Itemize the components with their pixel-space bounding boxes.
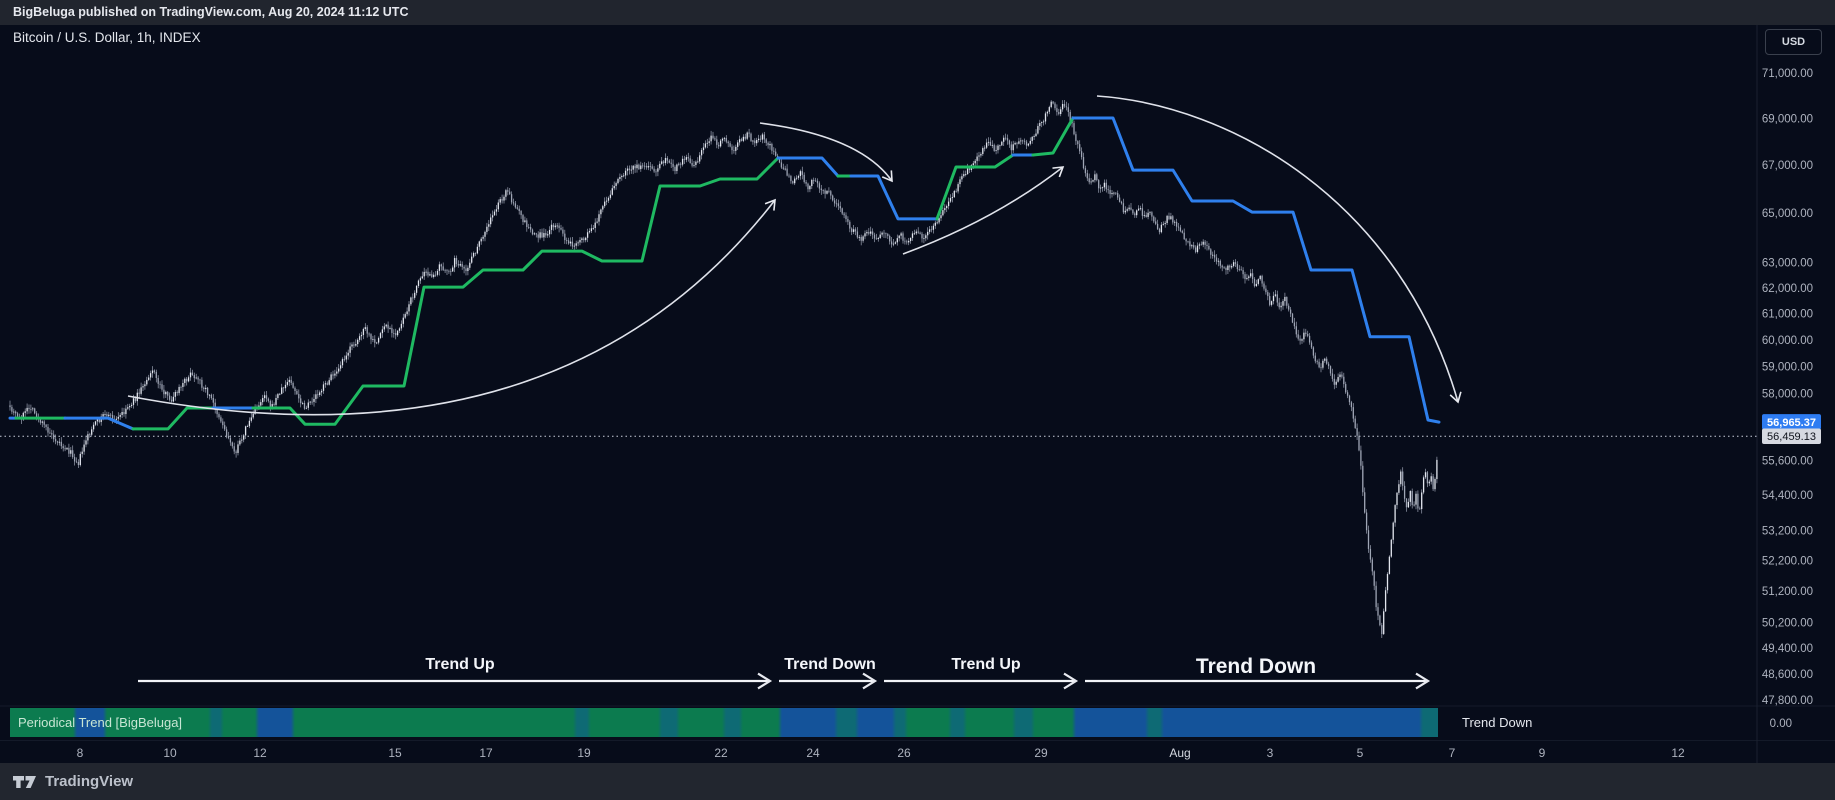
tradingview-logo[interactable]: TradingView: [12, 772, 133, 792]
trend-segment-up: [131, 406, 215, 431]
trend-flow-label: Trend Up: [951, 656, 1021, 673]
price-tick-label: 58,000.00: [1762, 389, 1813, 401]
price-tick-label: 47,800.00: [1762, 695, 1813, 707]
trend-segment-down: [776, 156, 840, 178]
svg-text:56,459.13: 56,459.13: [1767, 431, 1816, 443]
trend-up-arc-1: [127, 198, 776, 416]
time-tick-label: 10: [163, 746, 177, 760]
price-tick-label: 50,200.00: [1762, 617, 1813, 629]
price-axis[interactable]: 71,000.00 69,000.00 67,000.00 65,000.00 63,0…: [1762, 68, 1821, 707]
price-tick-label: 69,000.00: [1762, 113, 1813, 125]
price-tick-label: 51,200.00: [1762, 586, 1813, 598]
time-tick-label: 3: [1267, 746, 1274, 760]
time-tick-label: 26: [897, 746, 911, 760]
price-tick-label: 48,600.00: [1762, 669, 1813, 681]
svg-text:56,965.37: 56,965.37: [1767, 417, 1816, 429]
candlestick-series: [9, 99, 1438, 639]
time-tick-label: 8: [77, 746, 84, 760]
trend-down-arc-2: [1096, 95, 1462, 404]
time-tick-label: 15: [388, 746, 402, 760]
footer-bar: TradingView: [0, 763, 1835, 800]
price-tick-label: 62,000.00: [1762, 283, 1813, 295]
price-tick-label: 67,000.00: [1762, 160, 1813, 172]
attribution-bar: BigBeluga published on TradingView.com, …: [0, 0, 1835, 25]
price-tick-label: 60,000.00: [1762, 335, 1813, 347]
price-tick-label: 65,000.00: [1762, 208, 1813, 220]
trend-segment-down: [1071, 116, 1441, 424]
trend-up-arc-2: [902, 166, 1065, 255]
indicator-value-label: Trend Down: [1462, 715, 1532, 730]
price-tick-label: 54,400.00: [1762, 490, 1813, 502]
time-tick-label: 29: [1034, 746, 1048, 760]
trend-flow-label: Trend Down: [784, 656, 876, 673]
periodical-trend-heatmap: [10, 708, 1438, 737]
currency-toggle-button[interactable]: USD: [1765, 29, 1822, 55]
tradingview-logo-icon: [13, 775, 36, 788]
trend-down-arc-1: [759, 122, 893, 183]
time-tick-label: 12: [253, 746, 267, 760]
trend-flow-arrows: Trend Up Trend Down Trend Up Trend Down: [138, 655, 1431, 690]
trend-segment-up: [935, 153, 1015, 221]
price-tick-label: 71,000.00: [1762, 68, 1813, 80]
price-tick-label: 63,000.00: [1762, 257, 1813, 269]
price-tick-label: 49,400.00: [1762, 643, 1813, 655]
time-tick-label: 22: [714, 746, 728, 760]
periodical-trend-line: [8, 116, 1441, 431]
time-tick-label: 24: [806, 746, 820, 760]
trend-flow-label: Trend Up: [425, 656, 495, 673]
trend-segment-down: [849, 174, 939, 221]
indicator-title[interactable]: Periodical Trend [BigBeluga]: [18, 715, 182, 730]
price-tick-label: 61,000.00: [1762, 309, 1813, 321]
symbol-legend[interactable]: Bitcoin / U.S. Dollar, 1h, INDEX: [13, 30, 201, 45]
indicator-pane: Periodical Trend [BigBeluga] Trend Down 0.…: [10, 708, 1792, 737]
trend-segment-up: [1031, 116, 1075, 157]
time-tick-label: 12: [1671, 746, 1685, 760]
pane-dividers: [0, 25, 1835, 763]
indicator-value-number: 0.00: [1770, 718, 1792, 730]
time-tick-label: 17: [479, 746, 493, 760]
trend-price-label: [1762, 414, 1821, 430]
trend-segment-down: [63, 416, 135, 431]
price-tick-label: 59,000.00: [1762, 361, 1813, 373]
time-tick-label: Aug: [1169, 746, 1190, 760]
time-tick-label: 19: [577, 746, 591, 760]
annotation-arcs: [127, 95, 1462, 416]
time-tick-label: 9: [1539, 746, 1546, 760]
time-axis[interactable]: 8 10 12 15 17 19 22 24 26 29 Aug 3 5 7 9 12: [77, 746, 1685, 760]
price-tick-label: 53,200.00: [1762, 525, 1813, 537]
trend-flow-label: Trend Down: [1196, 655, 1316, 678]
price-tick-label: 55,600.00: [1762, 456, 1813, 468]
price-tick-label: 52,200.00: [1762, 556, 1813, 568]
tradingview-logo-text: TradingView: [45, 773, 134, 790]
last-price-label: [1762, 428, 1821, 444]
attribution-text: BigBeluga published on TradingView.com, …: [13, 5, 409, 19]
trend-segment-up: [251, 156, 780, 426]
time-tick-label: 5: [1357, 746, 1364, 760]
time-tick-label: 7: [1449, 746, 1456, 760]
